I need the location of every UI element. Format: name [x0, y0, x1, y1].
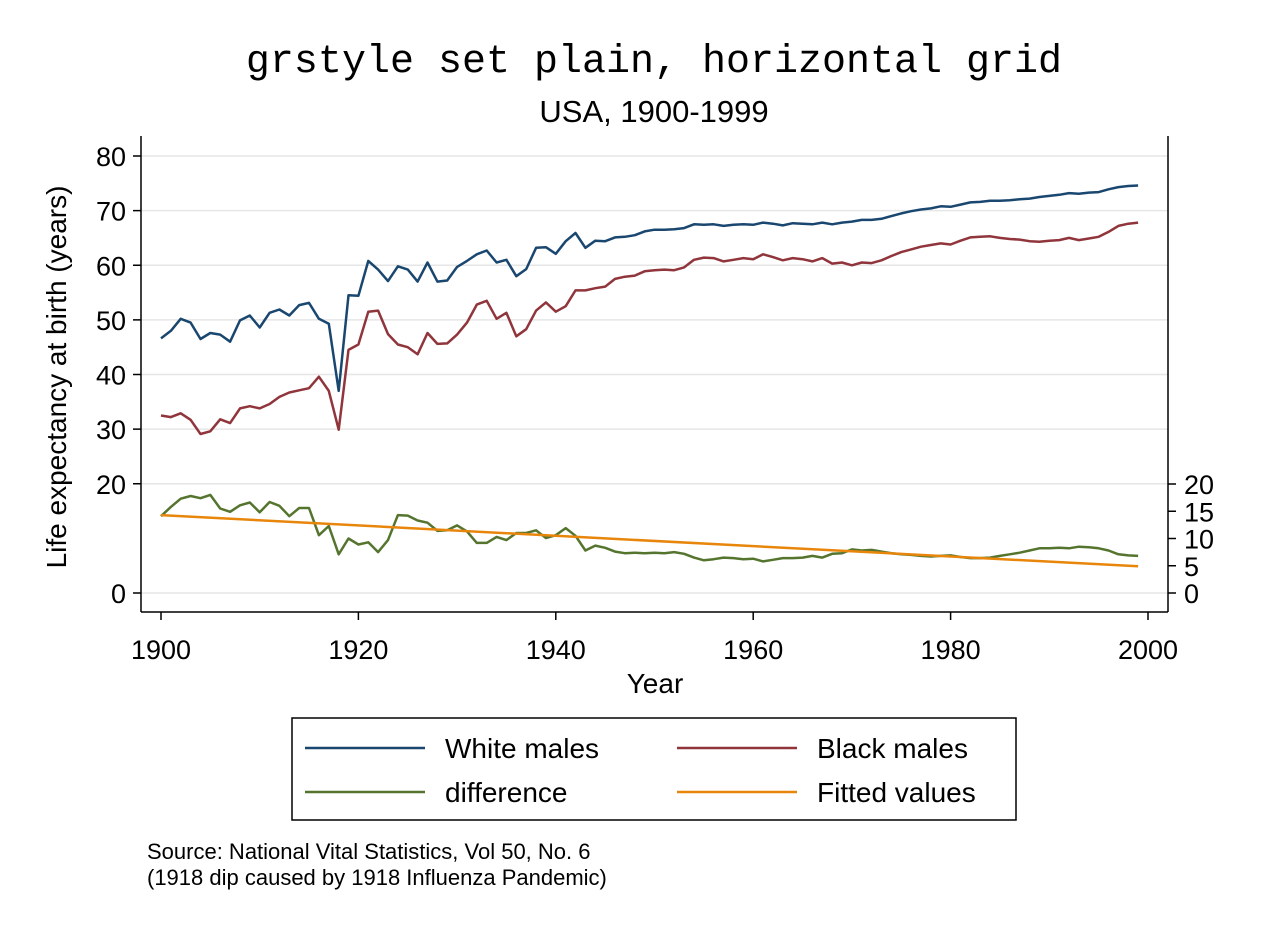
source-note: Source: National Vital Statistics, Vol 5…	[147, 839, 591, 864]
y-tick-label: 80	[96, 142, 126, 172]
x-tick-label: 1940	[526, 635, 586, 665]
y-axis-label: Life expectancy at birth (years)	[41, 186, 72, 569]
series-line-difference	[160, 493, 1139, 563]
legend-label-fitted-values: Fitted values	[817, 777, 976, 808]
chart-subtitle: USA, 1900-1999	[539, 94, 768, 129]
series-lines	[160, 184, 1139, 568]
footnote: (1918 dip caused by 1918 Influenza Pande…	[147, 865, 607, 890]
chart-title: grstyle set plain, horizontal grid	[246, 40, 1062, 85]
legend: White males Black males difference Fitte…	[291, 717, 1017, 821]
series-line-white-males	[160, 184, 1139, 393]
x-tick-label: 1900	[131, 635, 191, 665]
x-tick-label: 1920	[328, 635, 388, 665]
legend-label-black-males: Black males	[817, 733, 968, 764]
series-line-black-males	[160, 221, 1139, 436]
y-tick-label: 20	[96, 470, 126, 500]
x-axis-label: Year	[627, 668, 684, 699]
legend-label-difference: difference	[445, 777, 567, 808]
y2-tick-label: 20	[1184, 470, 1214, 500]
x-tick-label: 2000	[1118, 635, 1178, 665]
series-line-fitted-values	[160, 513, 1139, 568]
y2-tick-label: 10	[1184, 525, 1214, 555]
x-tick-label: 1960	[723, 635, 783, 665]
y-tick-label: 40	[96, 361, 126, 391]
y-tick-label: 50	[96, 306, 126, 336]
y-tick-label: 0	[111, 579, 126, 609]
y2-tick-label: 0	[1184, 579, 1199, 609]
y-tick-label: 70	[96, 197, 126, 227]
y-tick-label: 30	[96, 415, 126, 445]
legend-label-white-males: White males	[445, 733, 599, 764]
x-tick-label: 1980	[921, 635, 981, 665]
y-tick-label: 60	[96, 251, 126, 281]
y2-tick-label: 5	[1184, 552, 1199, 582]
y2-tick-label: 15	[1184, 497, 1214, 527]
legend-box	[291, 717, 1017, 821]
gridlines	[141, 155, 1168, 594]
